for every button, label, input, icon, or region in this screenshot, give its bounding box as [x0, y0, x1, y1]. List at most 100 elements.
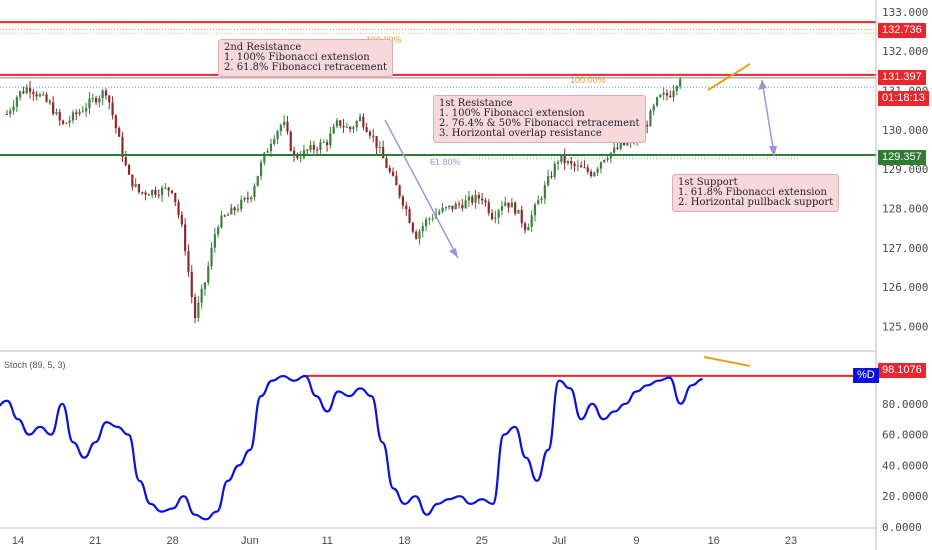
candle-body	[349, 126, 352, 130]
candle-body	[490, 213, 494, 219]
candle-body	[593, 172, 596, 177]
candle-body	[68, 120, 71, 123]
x-tick-label: Jun	[241, 535, 259, 547]
candle-body	[207, 266, 210, 283]
candle-body	[121, 136, 124, 157]
candle-body	[461, 204, 464, 209]
candle-body	[444, 207, 447, 209]
candle-body	[332, 126, 335, 134]
candle-body	[672, 90, 675, 98]
candle-body	[45, 94, 48, 102]
candle-body	[283, 121, 286, 126]
candle-body	[91, 97, 94, 99]
candle-body	[352, 127, 355, 130]
candle-body	[659, 94, 662, 98]
candle-body	[345, 126, 348, 128]
candle-body	[603, 159, 606, 163]
candle-body	[61, 120, 65, 124]
candle-body	[606, 158, 609, 160]
candle-body	[530, 215, 533, 227]
candle-body	[329, 133, 332, 146]
candle-body	[451, 205, 454, 210]
candle-body	[250, 197, 253, 200]
candle-body	[355, 121, 358, 128]
candle-body	[484, 200, 487, 203]
candle-body	[358, 116, 362, 122]
second-resistance-note: 2nd Resistance 1. 100% Fibonacci extensi…	[218, 39, 394, 77]
candle-body	[233, 207, 236, 211]
candle-body	[230, 207, 233, 215]
candle-body	[599, 162, 603, 169]
stoch-tick-label: 0.0000	[882, 521, 922, 534]
candle-body	[286, 121, 289, 132]
candle-body	[368, 131, 372, 136]
candle-body	[5, 114, 9, 116]
fib-618-label: 61.80%	[430, 157, 461, 167]
price-tick-label: 129.000	[882, 163, 928, 176]
candle-body	[325, 142, 329, 146]
candle-body	[464, 200, 467, 209]
candle-body	[309, 144, 312, 151]
candle-body	[240, 199, 243, 210]
candle-body	[42, 94, 45, 96]
stoch-tick-label: 40.0000	[882, 459, 928, 472]
candle-body	[405, 205, 408, 210]
x-tick-label: 16	[708, 535, 720, 547]
candle-body	[220, 215, 223, 228]
candle-body	[85, 108, 88, 112]
price-tick-label: 133.000	[882, 6, 928, 19]
candle-body	[665, 93, 669, 96]
candle-body	[114, 115, 117, 129]
candle-body	[547, 176, 550, 186]
candle-body	[98, 98, 101, 103]
candle-body	[187, 251, 190, 272]
candle-body	[372, 135, 375, 137]
candle-body	[167, 187, 170, 191]
first-resistance-note: 1st Resistance 1. 100% Fibonacci extensi…	[433, 95, 646, 143]
candle-body	[385, 158, 388, 168]
price-tick-label: 130.000	[882, 124, 928, 137]
candle-body	[467, 196, 471, 201]
price-tick-label: 132.000	[882, 45, 928, 58]
candle-body	[154, 189, 157, 195]
candle-body	[408, 209, 411, 223]
candle-body	[679, 79, 682, 87]
candle-body	[170, 190, 174, 193]
candle-body	[226, 214, 230, 216]
candle-body	[256, 175, 259, 187]
candle-body	[553, 163, 556, 177]
note-line: 1. 100% Fibonacci extension	[224, 52, 370, 63]
candle-body	[537, 200, 540, 205]
candle-body	[134, 184, 137, 187]
candle-body	[540, 198, 543, 201]
candle-body	[111, 102, 114, 116]
countdown-tag: 01:18:13	[878, 91, 929, 106]
x-tick-label: 14	[12, 535, 24, 547]
candle-body	[662, 93, 665, 95]
candle-body	[438, 211, 441, 214]
candle-body	[510, 202, 513, 208]
candle-body	[401, 196, 405, 206]
candle-body	[342, 125, 345, 128]
candle-body	[319, 142, 322, 151]
stoch-tick-label: 20.0000	[882, 490, 928, 503]
x-tick-label: Jul	[552, 535, 566, 547]
candle-body	[35, 94, 38, 97]
candle-body	[543, 185, 546, 199]
candle-body	[137, 184, 141, 193]
candle-body	[418, 231, 421, 239]
candle-body	[415, 231, 418, 239]
fib-100-mid-label: 100.00%	[570, 75, 606, 85]
x-tick-label: 28	[166, 535, 178, 547]
candle-body	[375, 136, 378, 149]
candle-body	[649, 110, 652, 127]
candle-body	[454, 203, 457, 210]
candle-body	[335, 120, 339, 127]
price-tick-label: 126.000	[882, 281, 928, 294]
candle-body	[378, 146, 381, 149]
x-tick-label: 9	[633, 535, 639, 547]
candle-body	[339, 120, 342, 126]
x-tick-label: 11	[321, 535, 332, 547]
candle-body	[263, 152, 266, 163]
